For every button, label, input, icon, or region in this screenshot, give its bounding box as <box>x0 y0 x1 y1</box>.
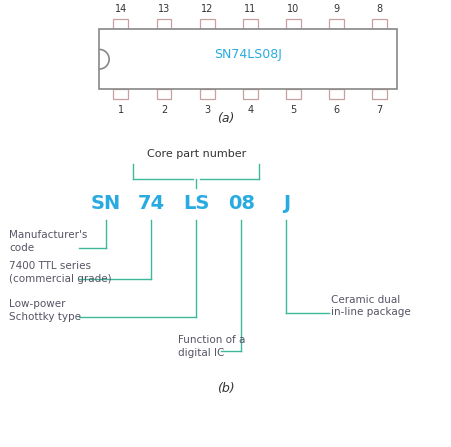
Text: 74: 74 <box>138 194 165 213</box>
Text: 9: 9 <box>334 4 340 14</box>
Text: 12: 12 <box>201 4 213 14</box>
Text: 4: 4 <box>247 105 253 114</box>
Text: 5: 5 <box>290 105 297 114</box>
Bar <box>329 89 344 99</box>
Text: SN: SN <box>91 194 121 213</box>
Bar <box>329 19 344 29</box>
Bar <box>286 19 301 29</box>
Bar <box>243 89 258 99</box>
Text: Function of a
digital IC: Function of a digital IC <box>178 335 245 358</box>
Text: 10: 10 <box>287 4 299 14</box>
Bar <box>156 89 171 99</box>
Bar <box>99 29 397 89</box>
Bar <box>156 19 171 29</box>
Text: 2: 2 <box>161 105 167 114</box>
Bar <box>373 89 387 99</box>
Text: SN74LS08J: SN74LS08J <box>214 48 282 61</box>
Text: 1: 1 <box>118 105 124 114</box>
Text: Ceramic dual
in-line package: Ceramic dual in-line package <box>331 295 411 317</box>
Text: 7: 7 <box>377 105 383 114</box>
Text: Low-power
Schottky type: Low-power Schottky type <box>9 299 81 322</box>
Text: 08: 08 <box>228 194 255 213</box>
Bar <box>114 19 128 29</box>
Bar <box>200 19 215 29</box>
Text: 3: 3 <box>204 105 210 114</box>
Text: (b): (b) <box>216 382 235 396</box>
Bar <box>114 89 128 99</box>
Text: Manufacturer's
code: Manufacturer's code <box>9 230 87 253</box>
Text: (a): (a) <box>217 112 234 125</box>
Text: J: J <box>283 194 290 213</box>
Text: 11: 11 <box>244 4 257 14</box>
Text: 8: 8 <box>377 4 383 14</box>
Bar <box>373 19 387 29</box>
Bar <box>243 19 258 29</box>
Text: 14: 14 <box>115 4 127 14</box>
Bar <box>286 89 301 99</box>
Text: 6: 6 <box>334 105 340 114</box>
Text: Core part number: Core part number <box>147 149 246 159</box>
Text: LS: LS <box>183 194 209 213</box>
Text: 7400 TTL series
(commercial grade): 7400 TTL series (commercial grade) <box>9 261 112 284</box>
Bar <box>200 89 215 99</box>
Text: 13: 13 <box>158 4 170 14</box>
